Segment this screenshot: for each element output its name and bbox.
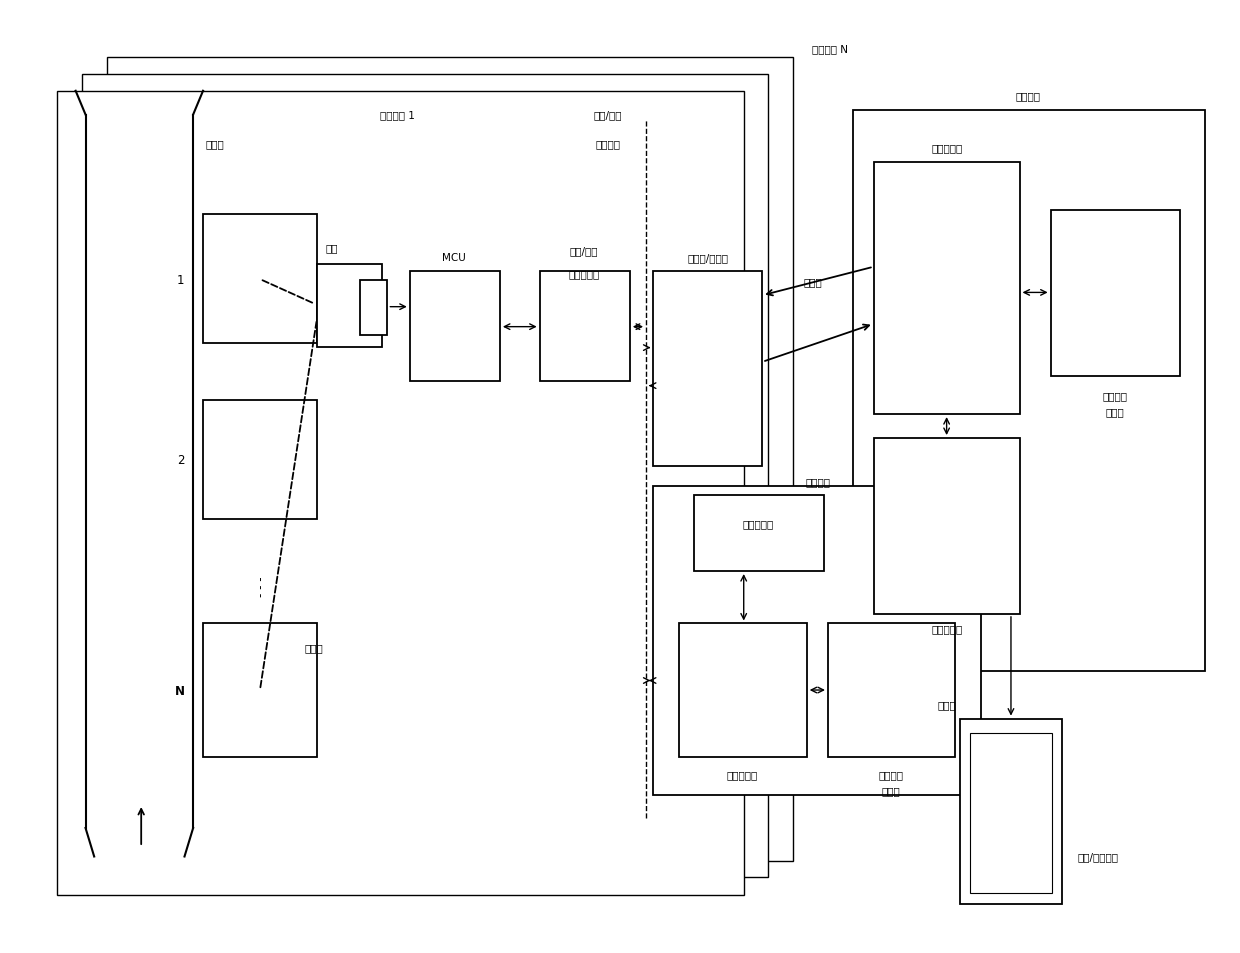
Bar [360, 281, 387, 335]
Text: 路由器/解调器: 路由器/解调器 [687, 253, 728, 263]
Bar [539, 273, 630, 381]
Text: 输送带: 输送带 [305, 642, 324, 653]
Text: 制成品: 制成品 [206, 139, 224, 150]
Bar [680, 624, 807, 757]
Text: 云端伺服器: 云端伺服器 [931, 144, 962, 153]
Bar [853, 111, 1205, 671]
Text: 云端存储器: 云端存储器 [931, 624, 962, 634]
Text: 手机/平板电脑: 手机/平板电脑 [1078, 852, 1118, 862]
Text: 人工智能: 人工智能 [1102, 391, 1127, 401]
Bar [203, 624, 317, 757]
Text: 本地存储器: 本地存储器 [743, 519, 774, 529]
Text: 互联网: 互联网 [804, 276, 822, 287]
Text: 人工智能: 人工智能 [878, 769, 904, 780]
Bar [203, 400, 317, 519]
Bar [1050, 211, 1180, 376]
Text: 有线/无线: 有线/无线 [594, 111, 622, 120]
Text: 组织厂地 N: 组织厂地 N [812, 44, 848, 54]
Text: 有线/无线: 有线/无线 [570, 246, 599, 256]
Text: 本地伺服器: 本地伺服器 [727, 769, 758, 780]
Bar [694, 496, 825, 572]
Bar [970, 733, 1052, 893]
Text: 组织厂地 1: 组织厂地 1 [379, 110, 414, 120]
Bar [874, 163, 1019, 415]
Bar [57, 91, 744, 895]
Text: 本地网络: 本地网络 [595, 139, 620, 150]
Text: 计算器: 计算器 [882, 785, 900, 796]
Bar [960, 719, 1061, 904]
Bar [653, 486, 981, 795]
Bar [317, 265, 382, 347]
Bar [874, 438, 1019, 615]
Text: 云端计算: 云端计算 [1016, 91, 1040, 101]
Text: N: N [175, 684, 185, 697]
Text: - - -: - - - [254, 576, 268, 596]
Text: 相机: 相机 [326, 243, 339, 253]
Text: 2: 2 [177, 454, 185, 467]
Text: 本地计算: 本地计算 [806, 476, 831, 486]
Bar [203, 215, 317, 343]
Bar [409, 273, 500, 381]
Text: 网络通讯器: 网络通讯器 [568, 270, 600, 279]
Bar [828, 624, 955, 757]
Text: MCU: MCU [443, 253, 466, 263]
Bar [82, 74, 769, 878]
Text: 互联网: 互联网 [937, 700, 956, 710]
Bar [107, 58, 794, 862]
Text: 计算器: 计算器 [1106, 407, 1125, 417]
Bar [653, 273, 763, 467]
Text: 1: 1 [177, 274, 185, 286]
